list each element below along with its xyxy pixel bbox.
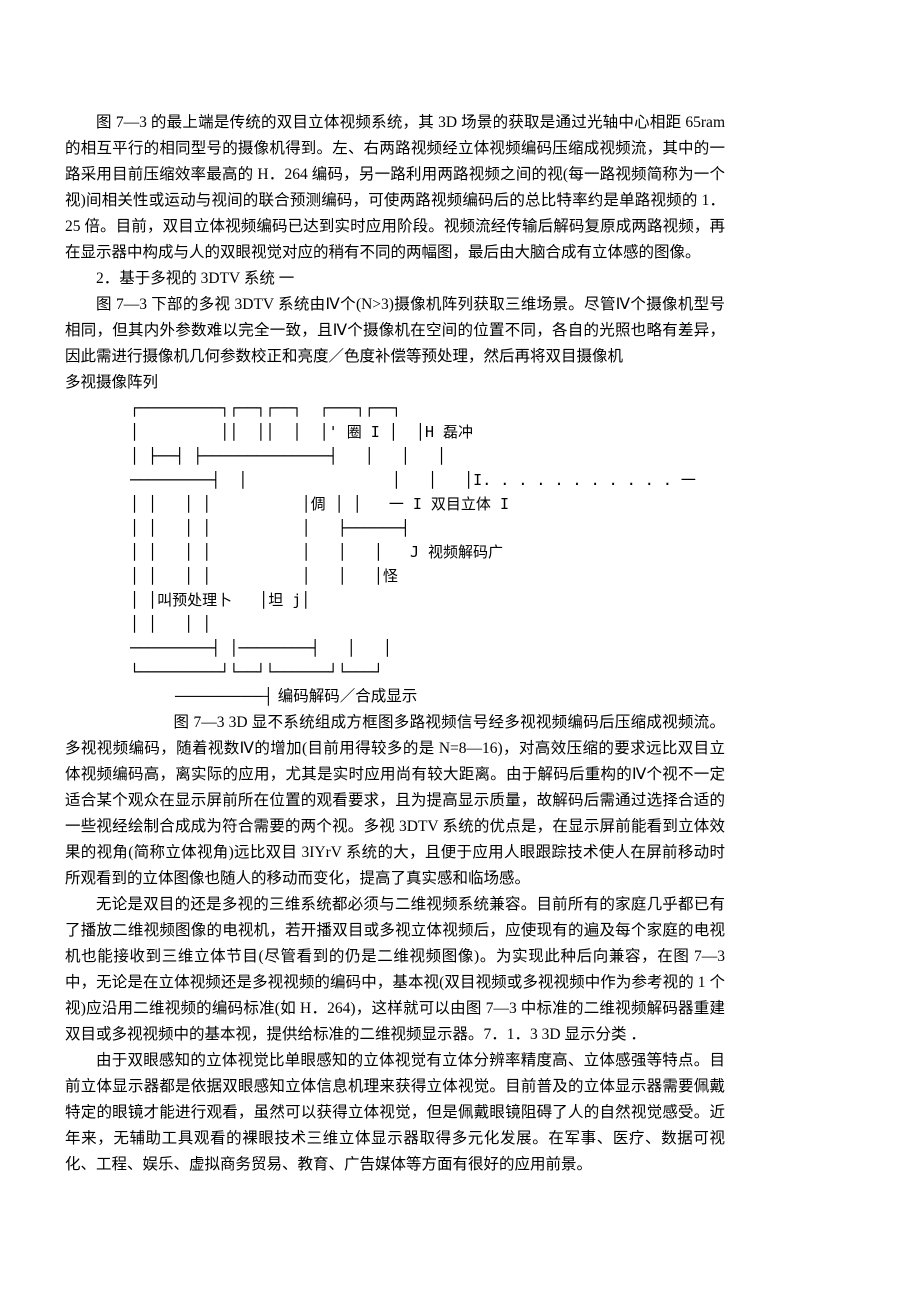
paragraph-1: 图 7—3 的最上端是传统的双目立体视频系统，其 3D 场景的获取是通过光轴中心… — [65, 110, 725, 266]
diagram-top-label: 多视摄像阵列 — [65, 370, 725, 396]
paragraph-4: 图 7—3 3D 显不系统组成方框图多路视频信号经多视视频编码后压缩成视频流。多… — [65, 710, 725, 892]
diagram-caption: ────────┤ 编码解码／合成显示 — [175, 684, 725, 710]
block-diagram-ascii: ┌─────────┐┌──┐┌──┐ ┌───┐┌──┐ │ ││ ││ │ … — [130, 396, 725, 684]
paragraph-6: 由于双眼感知的立体视觉比单眼感知的立体视觉有立体分辨率精度高、立体感强等特点。目… — [65, 1048, 725, 1178]
paragraph-5: 无论是双目的还是多视的三维系统都必须与二维视频系统兼容。目前所有的家庭几乎都已有… — [65, 892, 725, 1048]
paragraph-3: 图 7—3 下部的多视 3DTV 系统由Ⅳ个(N>3)摄像机阵列获取三维场景。尽… — [65, 292, 725, 370]
paragraph-2-heading: 2．基于多视的 3DTV 系统 一 — [65, 266, 725, 292]
document-page: 图 7—3 的最上端是传统的双目立体视频系统，其 3D 场景的获取是通过光轴中心… — [0, 0, 790, 1238]
